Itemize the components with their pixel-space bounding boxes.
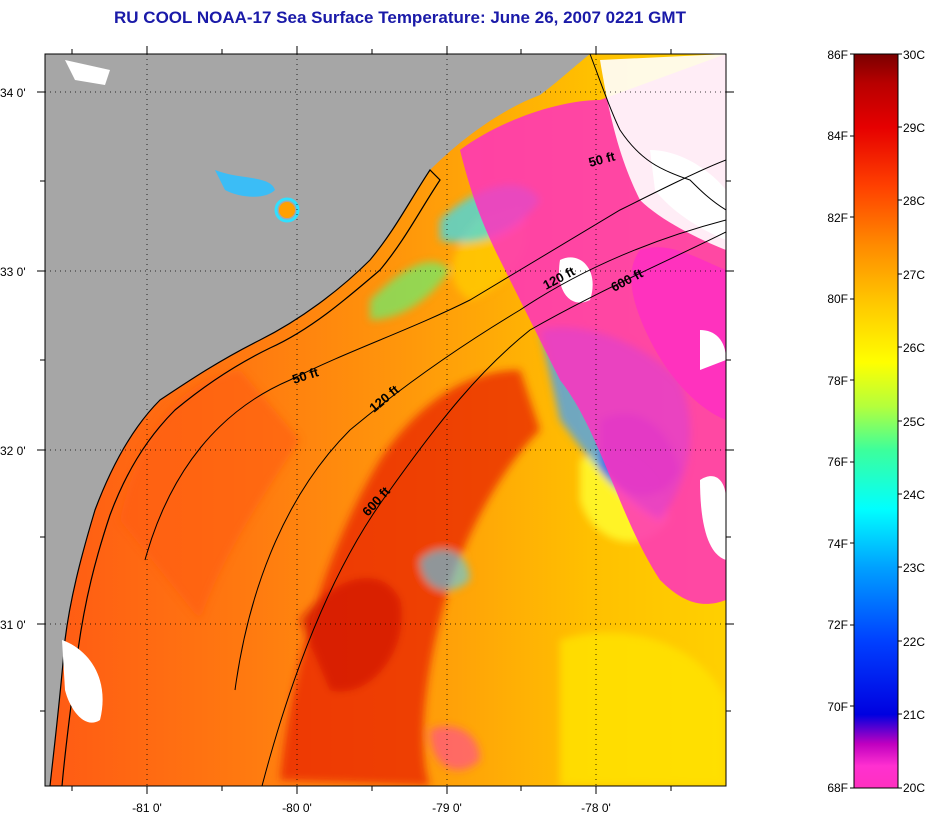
contour-120ft bbox=[234, 219, 726, 691]
colorbar-c-label: 29C bbox=[903, 121, 925, 135]
axis-ticks bbox=[37, 46, 734, 794]
colorbar-f-label: 82F bbox=[827, 211, 848, 225]
lon-label-80: -80 0' bbox=[282, 801, 312, 815]
colorbar-c-label: 25C bbox=[903, 415, 925, 429]
contour-label-50ft-north: 50 ft bbox=[587, 148, 617, 170]
colorbar-c-label: 23C bbox=[903, 561, 925, 575]
colorbar-c-label: 24C bbox=[903, 488, 925, 502]
colorbar-f-label: 76F bbox=[827, 455, 848, 469]
colorbar-c-label: 22C bbox=[903, 635, 925, 649]
lat-label-33: 33 0' bbox=[0, 265, 26, 279]
colorbar: 86F 84F 82F 80F 78F 76F 74F 72F 70F 68F … bbox=[827, 48, 925, 795]
colorbar-c-label: 28C bbox=[903, 194, 925, 208]
cloud-patch bbox=[62, 640, 103, 723]
contour-50ft bbox=[144, 159, 726, 561]
colorbar-c-label: 26C bbox=[903, 341, 925, 355]
map-panel bbox=[45, 54, 726, 786]
colorbar-f-label: 70F bbox=[827, 700, 848, 714]
colorbar-f-label: 84F bbox=[827, 129, 848, 143]
lon-label-78: -78 0' bbox=[581, 801, 611, 815]
land bbox=[45, 54, 590, 786]
lon-label-81: -81 0' bbox=[132, 801, 162, 815]
lon-label-79: -79 0' bbox=[432, 801, 462, 815]
colorbar-f-label: 74F bbox=[827, 537, 848, 551]
lat-label-32: 32 0' bbox=[0, 444, 26, 458]
map-title: RU COOL NOAA-17 Sea Surface Temperature:… bbox=[114, 8, 686, 27]
colorbar-c-label: 20C bbox=[903, 781, 925, 795]
colorbar-c-label: 30C bbox=[903, 48, 925, 62]
colorbar-f-label: 68F bbox=[827, 781, 848, 795]
colorbar-c-label: 21C bbox=[903, 708, 925, 722]
colorbar-f-label: 72F bbox=[827, 618, 848, 632]
lat-label-34: 34 0' bbox=[0, 86, 26, 100]
colorbar-gradient bbox=[853, 53, 899, 789]
colorbar-c-label: 27C bbox=[903, 268, 925, 282]
colorbar-f-label: 86F bbox=[827, 48, 848, 62]
colorbar-f-label: 78F bbox=[827, 374, 848, 388]
colorbar-ticks bbox=[850, 53, 902, 789]
lat-label-31: 31 0' bbox=[0, 618, 26, 632]
map-frame bbox=[44, 53, 727, 787]
colorbar-f-label: 80F bbox=[827, 292, 848, 306]
contour-600ft bbox=[261, 231, 726, 786]
graticule bbox=[45, 54, 726, 786]
